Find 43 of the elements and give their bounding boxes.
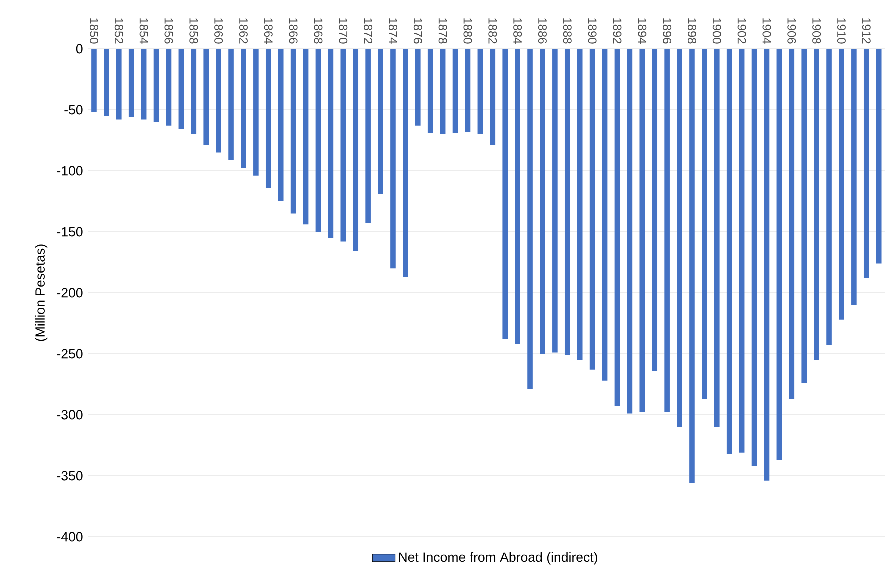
y-tick-label: -300 <box>57 410 83 420</box>
y-tick-label: -50 <box>64 105 83 115</box>
x-tick-label: 1866 <box>289 18 298 44</box>
x-tick-label: 1880 <box>464 18 472 44</box>
x-tick-label: 1874 <box>388 18 398 44</box>
y-tick-label: -150 <box>57 227 83 237</box>
x-tick-label: 1884 <box>514 18 522 44</box>
x-tick-label: 1882 <box>488 18 498 44</box>
x-tick-label: 1870 <box>339 18 348 44</box>
x-tick-label: 1898 <box>688 18 696 44</box>
x-tick-label: 1906 <box>788 18 796 44</box>
x-tick-label: 1888 <box>563 18 572 44</box>
x-tick-label: 1852 <box>114 18 124 44</box>
x-tick-label: 1856 <box>164 18 174 44</box>
x-tick-label: 1900 <box>712 18 722 44</box>
legend-label: Net Income from Abroad (indirect) <box>399 552 598 565</box>
x-tick-label: 1872 <box>364 18 373 44</box>
y-tick-label: -400 <box>57 532 83 542</box>
y-tick-label: 0 <box>76 44 83 54</box>
x-tick-label: 1896 <box>663 18 672 44</box>
x-tick-label: 1886 <box>538 18 547 44</box>
x-tick-label: 1904 <box>762 18 772 44</box>
x-tick-label: 1854 <box>140 18 148 44</box>
x-tick-label: 1862 <box>239 18 248 44</box>
y-tick-label: -250 <box>57 349 83 359</box>
x-tick-label: 1850 <box>90 18 98 44</box>
x-tick-label: 1876 <box>414 18 422 44</box>
x-tick-label: 1908 <box>812 18 822 44</box>
x-tick-label: 1912 <box>862 18 871 44</box>
x-tick-label: 1878 <box>438 18 448 44</box>
y-tick-label: -100 <box>57 166 83 176</box>
x-tick-label: 1858 <box>190 18 198 44</box>
x-tick-label: 1910 <box>837 18 846 44</box>
y-axis-title: (Million Pesetas) <box>35 244 48 342</box>
x-tick-label: 1894 <box>638 18 647 44</box>
x-tick-label: 1902 <box>738 18 746 44</box>
x-tick-label: 1892 <box>613 18 622 44</box>
y-tick-label: -200 <box>57 288 83 298</box>
y-tick-label: -350 <box>57 471 83 481</box>
x-tick-label: 1890 <box>588 18 597 44</box>
x-tick-label: 1864 <box>264 18 273 44</box>
x-tick-label: 1860 <box>214 18 224 44</box>
x-tick-label: 1868 <box>314 18 323 44</box>
